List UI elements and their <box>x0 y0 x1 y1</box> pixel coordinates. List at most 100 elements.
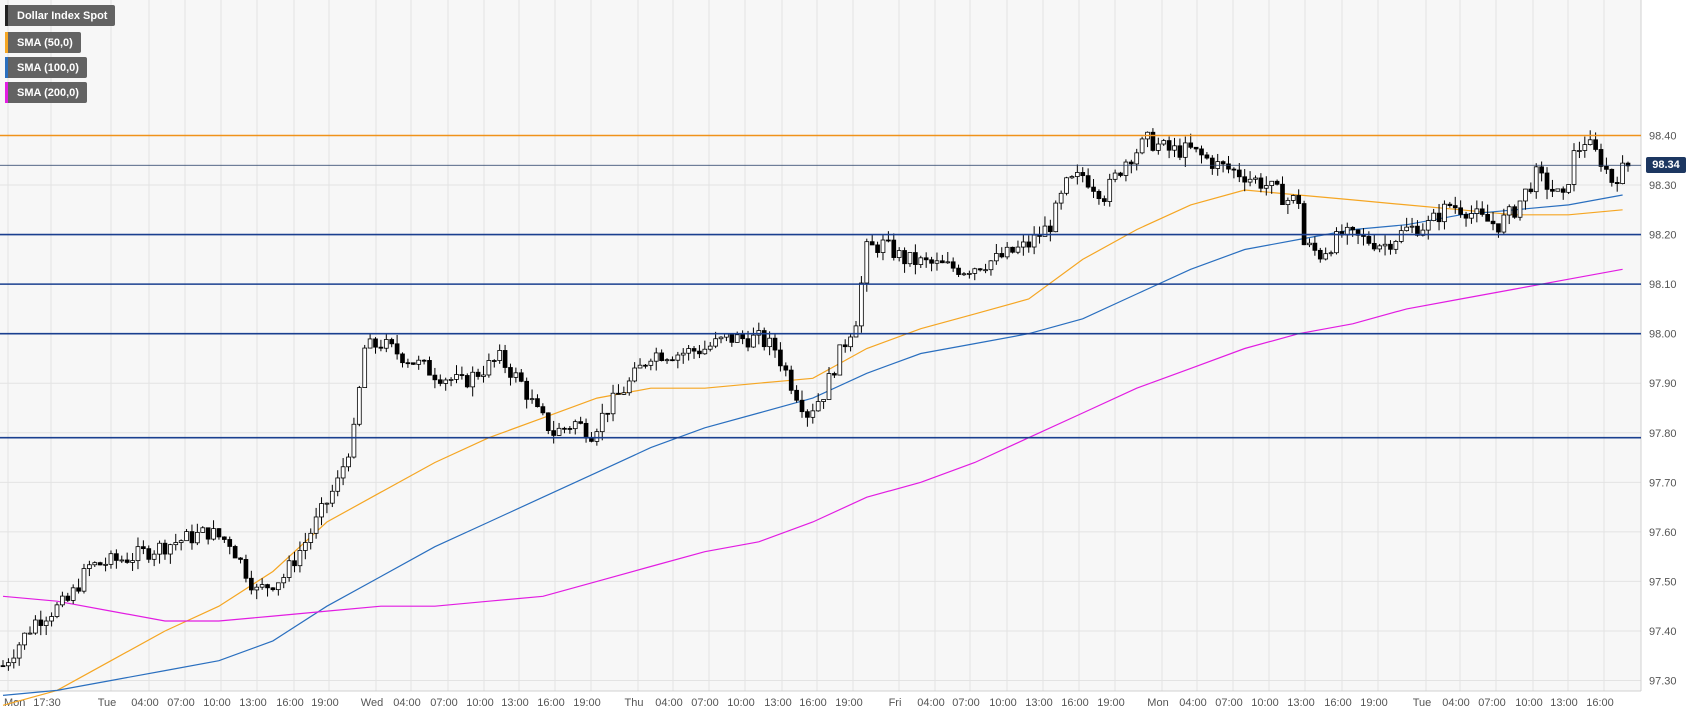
candle-down <box>1560 188 1566 193</box>
candle-up <box>702 348 708 355</box>
candle-down <box>783 365 789 371</box>
candle-up <box>27 632 33 635</box>
candle-down <box>778 349 783 367</box>
x-tick-label: 10:00 <box>1515 697 1543 709</box>
candle-up <box>1393 241 1399 250</box>
candle-down <box>1199 148 1204 156</box>
candle-up <box>1107 178 1113 202</box>
candle-down <box>545 412 551 432</box>
x-tick-label: 10:00 <box>466 697 494 709</box>
candle-up <box>637 364 643 369</box>
candle-down <box>1458 207 1463 215</box>
candle-up <box>815 401 821 412</box>
candle-up <box>470 371 476 388</box>
candle-up <box>988 260 994 271</box>
candle-down <box>400 353 405 364</box>
candle-down <box>697 350 702 355</box>
candle-up <box>1506 206 1512 216</box>
candle-down <box>886 239 891 242</box>
candle-down <box>1366 236 1372 244</box>
candle-up <box>1398 230 1404 242</box>
candle-down <box>891 239 897 258</box>
sma200-line <box>2 268 1623 622</box>
candle-up <box>92 562 98 566</box>
candle-up <box>1134 152 1140 165</box>
x-tick-label: 07:00 <box>430 697 458 709</box>
candle-up <box>1285 200 1291 205</box>
candle-up <box>1328 252 1334 255</box>
candle-down <box>799 399 805 413</box>
x-tick-label: 07:00 <box>691 697 719 709</box>
legend-instrument-label: Dollar Index Spot <box>17 9 108 22</box>
candle-down <box>535 398 540 408</box>
candle-up <box>632 367 637 382</box>
candle-up <box>1323 253 1329 260</box>
candle-down <box>950 261 956 269</box>
candle-down <box>502 350 508 368</box>
candle-down <box>794 389 799 401</box>
candle-down <box>76 587 81 592</box>
candle-up <box>1064 177 1069 194</box>
candle-down <box>729 333 735 343</box>
y-tick-label: 98.40 <box>1649 131 1677 143</box>
candle-up <box>967 272 972 275</box>
candle-up <box>87 564 92 569</box>
candle-up <box>1247 178 1253 183</box>
candle-up <box>1042 225 1048 237</box>
candle-down <box>583 422 589 439</box>
candle-down <box>940 260 945 264</box>
candle-down <box>913 252 918 265</box>
candle-down <box>205 527 211 540</box>
candle-up <box>1290 195 1296 201</box>
candle-up <box>1269 180 1275 186</box>
candle-down <box>1614 182 1620 185</box>
candle-up <box>724 333 729 338</box>
candle-up <box>340 466 346 479</box>
sma50-line <box>2 189 1623 706</box>
legend-instrument: Dollar Index Spot <box>5 5 116 26</box>
candle-up <box>1031 234 1037 248</box>
x-tick-label: 10:00 <box>1251 697 1279 709</box>
candle-up <box>1501 214 1507 233</box>
x-tick-label: 10:00 <box>203 697 231 709</box>
candle-down <box>1312 242 1318 251</box>
candle-up <box>1474 208 1480 214</box>
candle-up <box>1334 231 1339 254</box>
candle-up <box>135 546 141 562</box>
candle-down <box>1301 203 1307 246</box>
candle-down <box>616 392 621 395</box>
candle-up <box>1620 162 1625 185</box>
candle-up <box>281 577 287 584</box>
candle-down <box>1080 172 1086 177</box>
candle-down <box>1274 180 1280 185</box>
candle-up <box>1555 188 1561 192</box>
x-tick-label: 07:00 <box>952 697 980 709</box>
candle-down <box>0 665 6 668</box>
candle-up <box>945 261 951 264</box>
candle-up <box>324 502 330 505</box>
candle-down <box>394 343 400 355</box>
legend-sma50: SMA (50,0) <box>5 32 81 53</box>
candle-up <box>664 359 670 362</box>
candle-up <box>173 542 179 546</box>
candle-up <box>686 348 691 354</box>
candle-down <box>1479 208 1485 215</box>
candle-down <box>999 253 1005 258</box>
legend-sma50-label: SMA (50,0) <box>17 36 73 49</box>
candle-up <box>1517 200 1523 218</box>
x-tick-label: Mon <box>1147 697 1168 709</box>
candle-down <box>929 259 934 264</box>
candle-down <box>1096 190 1102 200</box>
sma50-swatch <box>5 32 8 53</box>
candle-down <box>1388 243 1393 250</box>
candle-down <box>389 339 395 345</box>
candle-down <box>189 531 195 544</box>
candle-down <box>410 362 416 365</box>
candle-up <box>151 553 157 560</box>
candle-up <box>308 532 314 543</box>
candle-down <box>1485 214 1490 222</box>
x-tick-label: 04:00 <box>917 697 945 709</box>
candle-down <box>643 364 648 367</box>
candle-up <box>1172 145 1177 151</box>
